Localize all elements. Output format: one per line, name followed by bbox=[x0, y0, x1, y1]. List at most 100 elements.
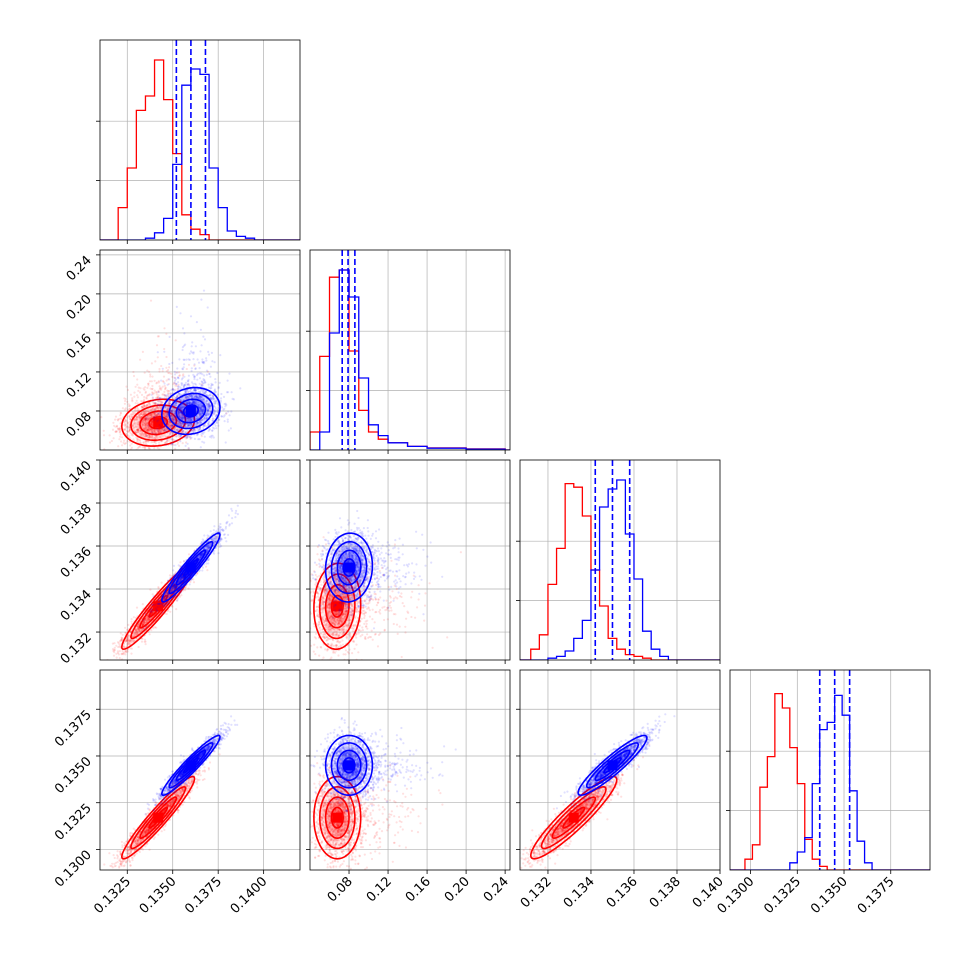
scatter-point bbox=[146, 428, 149, 432]
scatter-point bbox=[160, 428, 163, 431]
scatter-point bbox=[112, 437, 115, 440]
scatter-point bbox=[185, 402, 188, 406]
scatter-point bbox=[134, 430, 137, 433]
scatter-point bbox=[137, 422, 140, 425]
scatter-point bbox=[201, 410, 204, 413]
scatter-point bbox=[196, 378, 199, 381]
scatter-point bbox=[128, 417, 131, 420]
scatter-point bbox=[151, 420, 154, 423]
scatter-point bbox=[210, 351, 213, 354]
scatter-point bbox=[162, 425, 166, 429]
scatter-point bbox=[212, 436, 215, 439]
scatter-point bbox=[206, 410, 209, 413]
scatter-point bbox=[201, 398, 204, 401]
scatter-point bbox=[144, 426, 148, 429]
scatter-point bbox=[205, 399, 208, 403]
scatter-point bbox=[146, 422, 149, 425]
scatter-point bbox=[185, 401, 188, 404]
scatter-point bbox=[174, 571, 177, 574]
scatter-point bbox=[207, 406, 210, 409]
scatter-point bbox=[186, 403, 189, 406]
scatter-point bbox=[164, 415, 168, 418]
scatter-point bbox=[186, 435, 189, 438]
scatter-point bbox=[213, 404, 216, 407]
scatter-point bbox=[163, 418, 166, 421]
scatter-point bbox=[160, 388, 163, 391]
scatter-point bbox=[190, 419, 193, 422]
scatter-point bbox=[143, 395, 146, 399]
scatter-point bbox=[114, 415, 118, 418]
scatter-point bbox=[181, 416, 184, 420]
scatter-point bbox=[187, 378, 190, 381]
scatter-point bbox=[193, 399, 196, 402]
scatter-point bbox=[196, 434, 199, 437]
scatter-point bbox=[212, 417, 215, 420]
scatter-point bbox=[194, 395, 197, 398]
scatter-point bbox=[137, 416, 140, 419]
scatter-point bbox=[146, 428, 149, 431]
scatter-point bbox=[117, 457, 119, 459]
scatter-point bbox=[154, 413, 158, 417]
scatter-point bbox=[170, 416, 173, 419]
scatter-point bbox=[215, 400, 218, 403]
scatter-point bbox=[193, 389, 196, 392]
scatter-point bbox=[224, 402, 227, 405]
scatter-point bbox=[143, 419, 147, 422]
scatter-point bbox=[194, 389, 197, 393]
scatter-point bbox=[128, 426, 131, 429]
scatter-point bbox=[157, 431, 160, 434]
scatter-point bbox=[117, 427, 120, 431]
scatter-point bbox=[187, 394, 190, 398]
scatter-point bbox=[194, 389, 197, 392]
scatter-point bbox=[179, 422, 182, 425]
scatter-point bbox=[181, 406, 184, 409]
scatter-point bbox=[133, 410, 136, 413]
scatter-point bbox=[174, 402, 177, 405]
scatter-point bbox=[227, 410, 230, 413]
scatter-point bbox=[167, 424, 170, 427]
scatter-point bbox=[166, 422, 169, 425]
scatter-point bbox=[156, 397, 159, 401]
scatter-point bbox=[181, 346, 184, 349]
scatter-point bbox=[168, 424, 171, 427]
scatter-point bbox=[197, 428, 200, 431]
scatter-point bbox=[125, 430, 128, 433]
scatter-point bbox=[116, 650, 119, 653]
panel-frame bbox=[309, 249, 511, 451]
scatter-point bbox=[178, 413, 181, 417]
scatter-point bbox=[181, 416, 184, 419]
scatter-point bbox=[151, 431, 154, 434]
scatter-point bbox=[151, 414, 154, 417]
scatter-point bbox=[136, 428, 139, 431]
scatter-point bbox=[178, 374, 181, 377]
scatter-point bbox=[164, 419, 167, 422]
scatter-point bbox=[110, 439, 113, 443]
scatter-point bbox=[171, 442, 174, 445]
scatter-point bbox=[186, 403, 189, 406]
scatter-point bbox=[176, 421, 180, 424]
scatter-point bbox=[163, 393, 166, 396]
scatter-point bbox=[146, 386, 149, 389]
scatter-point bbox=[115, 661, 117, 663]
scatter-point bbox=[164, 435, 167, 438]
scatter-point bbox=[203, 374, 206, 377]
scatter-point bbox=[175, 419, 179, 423]
scatter-point bbox=[188, 394, 191, 397]
scatter-point bbox=[185, 402, 188, 405]
scatter-point bbox=[148, 428, 151, 431]
scatter-point bbox=[144, 422, 147, 425]
scatter-point bbox=[161, 429, 165, 432]
scatter-point bbox=[194, 402, 197, 405]
scatter-point bbox=[153, 437, 156, 440]
scatter-point bbox=[212, 396, 215, 399]
scatter-point bbox=[126, 643, 129, 646]
scatter-point bbox=[144, 416, 148, 419]
scatter-point bbox=[207, 409, 210, 412]
scatter-point bbox=[142, 403, 145, 406]
scatter-point bbox=[199, 394, 202, 397]
scatter-point bbox=[210, 383, 213, 386]
scatter-point bbox=[184, 383, 187, 386]
scatter-point bbox=[155, 435, 158, 438]
scatter-point bbox=[204, 391, 207, 394]
scatter-point bbox=[143, 447, 146, 450]
